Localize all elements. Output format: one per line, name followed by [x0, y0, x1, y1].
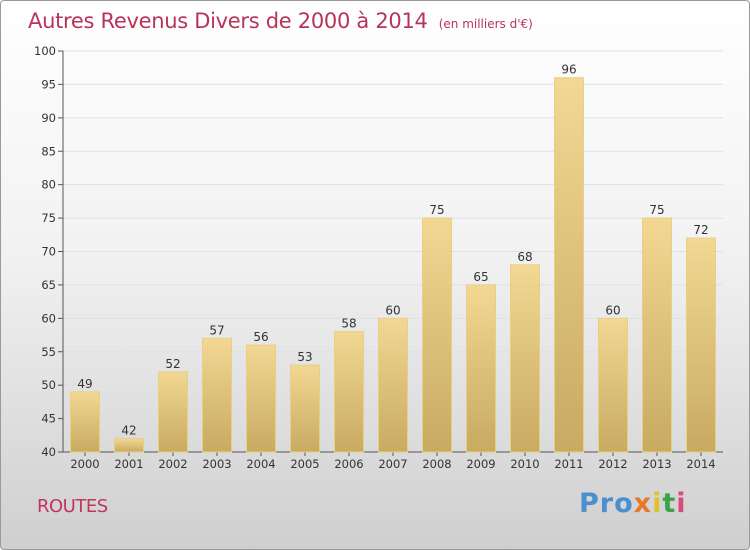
chart-title: Autres Revenus Divers de 2000 à 2014 — [28, 9, 428, 33]
bar-2008 — [422, 217, 452, 453]
bar-2001 — [114, 438, 144, 453]
commune-label: ROUTES — [37, 496, 108, 517]
value-label-2009: 65 — [473, 270, 488, 284]
x-tick-label-2014: 2014 — [686, 457, 715, 471]
y-tick-label: 100 — [34, 44, 56, 58]
bar-2002 — [158, 371, 188, 453]
x-tick-label-2003: 2003 — [202, 457, 231, 471]
bar-2003 — [202, 337, 232, 453]
value-label-2000: 49 — [77, 377, 92, 391]
y-tick-label: 85 — [41, 144, 56, 158]
x-tick-label-2010: 2010 — [510, 457, 539, 471]
y-tick-label: 65 — [41, 278, 56, 292]
x-tick-label-2009: 2009 — [466, 457, 495, 471]
value-label-2002: 52 — [165, 357, 180, 371]
value-label-2008: 75 — [429, 203, 444, 217]
y-tick-label: 45 — [41, 412, 56, 426]
chart-subtitle: (en milliers d'€) — [438, 17, 533, 31]
x-tick-label-2012: 2012 — [598, 457, 627, 471]
y-tick-label: 90 — [41, 111, 56, 125]
x-tick-label-2001: 2001 — [114, 457, 143, 471]
bar-2000 — [70, 391, 100, 453]
y-tick-label: 70 — [41, 245, 56, 259]
bar-2005 — [290, 364, 320, 453]
y-tick-label: 50 — [41, 378, 56, 392]
value-label-2013: 75 — [649, 203, 664, 217]
y-tick-label: 55 — [41, 345, 56, 359]
y-tick-label: 60 — [41, 311, 56, 325]
x-tick-label-2004: 2004 — [246, 457, 275, 471]
value-label-2001: 42 — [121, 424, 136, 438]
x-tick-label-2005: 2005 — [290, 457, 319, 471]
value-label-2010: 68 — [517, 250, 532, 264]
x-tick-label-2008: 2008 — [422, 457, 451, 471]
tick-labels: 40 45 50 55 60 65 70 75 80 85 90 95 100 2000 2001 2002 2… — [34, 44, 716, 471]
value-label-2005: 53 — [297, 350, 312, 364]
value-label-2006: 58 — [341, 317, 356, 331]
value-label-2011: 96 — [561, 63, 576, 77]
bars — [70, 77, 716, 453]
x-tick-label-2002: 2002 — [158, 457, 187, 471]
bar-2009 — [466, 284, 496, 453]
value-label-2014: 72 — [693, 223, 708, 237]
bar-2007 — [378, 317, 408, 453]
bar-2004 — [246, 344, 276, 453]
x-tick-label-2006: 2006 — [334, 457, 363, 471]
data-labels: 49 42 52 57 56 53 58 60 75 65 68 96 60 75 72 — [77, 63, 708, 438]
value-label-2007: 60 — [385, 303, 400, 317]
y-tick-label: 95 — [41, 77, 56, 91]
x-tick-label-2011: 2011 — [554, 457, 583, 471]
x-tick-label-2000: 2000 — [70, 457, 99, 471]
proxiti-logo[interactable]: Proxiti — [579, 488, 687, 519]
bar-2013 — [642, 217, 672, 453]
x-tick-label-2007: 2007 — [378, 457, 407, 471]
value-label-2004: 56 — [253, 330, 268, 344]
chart-title-row: Autres Revenus Divers de 2000 à 2014 (en… — [28, 9, 533, 33]
value-label-2012: 60 — [605, 303, 620, 317]
y-tick-label: 75 — [41, 211, 56, 225]
y-tick-label: 40 — [41, 445, 56, 459]
bar-2011 — [554, 77, 584, 453]
bar-2006 — [334, 331, 364, 453]
x-tick-label-2013: 2013 — [642, 457, 671, 471]
bar-2014 — [686, 237, 716, 453]
y-tick-label: 80 — [41, 178, 56, 192]
bar-2012 — [598, 317, 628, 453]
bar-2010 — [510, 264, 540, 453]
value-label-2003: 57 — [209, 323, 224, 337]
